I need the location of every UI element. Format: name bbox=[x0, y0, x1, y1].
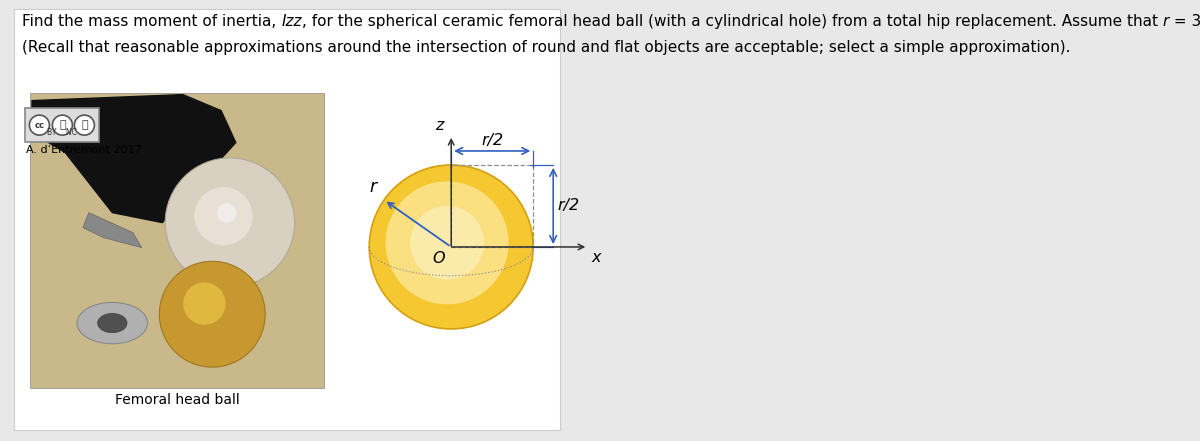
Polygon shape bbox=[32, 95, 235, 223]
Text: z: z bbox=[434, 118, 443, 133]
Ellipse shape bbox=[97, 314, 127, 333]
Text: , for the spherical ceramic femoral head ball (with a cylindrical hole) from a t: , for the spherical ceramic femoral head… bbox=[302, 14, 1163, 29]
Text: r/2: r/2 bbox=[557, 198, 580, 213]
Circle shape bbox=[53, 115, 72, 135]
Bar bbox=[451, 165, 533, 247]
Circle shape bbox=[370, 165, 533, 329]
Circle shape bbox=[160, 261, 265, 367]
FancyBboxPatch shape bbox=[14, 9, 560, 430]
Circle shape bbox=[385, 181, 509, 304]
Text: (Recall that reasonable approximations around the intersection of round and flat: (Recall that reasonable approximations a… bbox=[23, 40, 1070, 55]
Circle shape bbox=[166, 158, 295, 287]
FancyBboxPatch shape bbox=[25, 108, 100, 142]
Text: Izz: Izz bbox=[282, 14, 302, 29]
Text: r: r bbox=[1163, 14, 1169, 29]
Polygon shape bbox=[83, 213, 142, 247]
Text: BY    NC: BY NC bbox=[48, 128, 77, 137]
Bar bbox=[30, 93, 324, 388]
Circle shape bbox=[217, 203, 236, 223]
Text: cc: cc bbox=[35, 121, 44, 130]
Circle shape bbox=[410, 206, 484, 280]
Ellipse shape bbox=[77, 303, 148, 344]
Circle shape bbox=[184, 282, 226, 325]
Text: = 3.3 cm, and density is a uniform 5.8 g/cm³.: = 3.3 cm, and density is a uniform 5.8 g… bbox=[1169, 14, 1200, 29]
Circle shape bbox=[74, 115, 95, 135]
Text: Find the mass moment of inertia,: Find the mass moment of inertia, bbox=[23, 14, 282, 29]
Text: ⓘ: ⓘ bbox=[59, 120, 66, 130]
Text: A. d’Entremont 2017: A. d’Entremont 2017 bbox=[26, 145, 142, 155]
Text: Ⓝ: Ⓝ bbox=[82, 120, 88, 130]
Text: x: x bbox=[592, 250, 601, 265]
Circle shape bbox=[194, 187, 252, 245]
Text: r: r bbox=[368, 178, 376, 196]
Text: O: O bbox=[432, 251, 445, 266]
Text: Femoral head ball: Femoral head ball bbox=[115, 393, 239, 407]
Circle shape bbox=[29, 115, 49, 135]
Text: r/2: r/2 bbox=[481, 133, 503, 148]
